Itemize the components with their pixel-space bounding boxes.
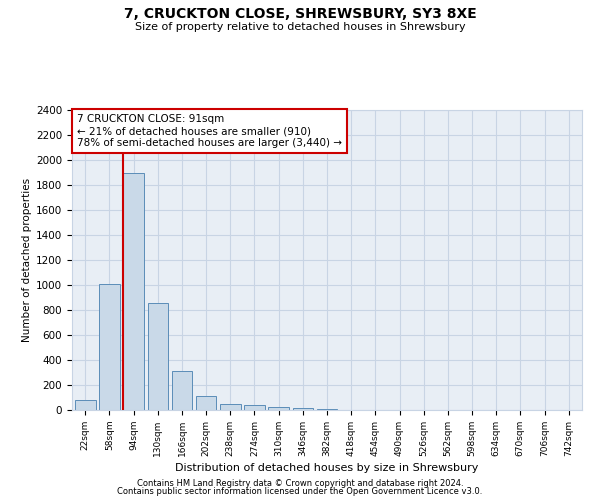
- Text: Contains public sector information licensed under the Open Government Licence v3: Contains public sector information licen…: [118, 487, 482, 496]
- Text: Size of property relative to detached houses in Shrewsbury: Size of property relative to detached ho…: [134, 22, 466, 32]
- Bar: [99, 284, 120, 410]
- Bar: [244, 405, 265, 410]
- Text: Contains HM Land Registry data © Crown copyright and database right 2024.: Contains HM Land Registry data © Crown c…: [137, 478, 463, 488]
- Bar: [268, 407, 289, 410]
- X-axis label: Distribution of detached houses by size in Shrewsbury: Distribution of detached houses by size …: [175, 463, 479, 473]
- Bar: [220, 404, 241, 410]
- Bar: [196, 396, 217, 410]
- Bar: [172, 371, 192, 410]
- Bar: [75, 400, 95, 410]
- Text: 7, CRUCKTON CLOSE, SHREWSBURY, SY3 8XE: 7, CRUCKTON CLOSE, SHREWSBURY, SY3 8XE: [124, 8, 476, 22]
- Bar: [148, 302, 168, 410]
- Bar: [124, 172, 144, 410]
- Y-axis label: Number of detached properties: Number of detached properties: [22, 178, 32, 342]
- Text: 7 CRUCKTON CLOSE: 91sqm
← 21% of detached houses are smaller (910)
78% of semi-d: 7 CRUCKTON CLOSE: 91sqm ← 21% of detache…: [77, 114, 342, 148]
- Bar: [293, 408, 313, 410]
